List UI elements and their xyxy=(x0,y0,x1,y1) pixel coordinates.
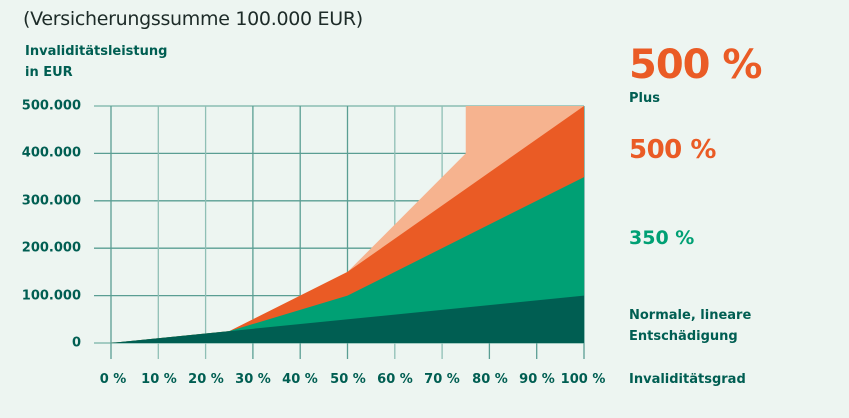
y-tick: 100.000 xyxy=(21,288,81,304)
y-tick: 400.000 xyxy=(21,145,81,161)
x-tick: 100 % xyxy=(560,372,606,387)
legend-linear-label: Normale, lineare Entschädigung xyxy=(629,308,752,344)
chart-subtitle: (Versicherungssumme 100.000 EUR) xyxy=(23,8,363,30)
y-tick: 500.000 xyxy=(21,98,81,114)
x-tick: 50 % xyxy=(330,372,366,387)
y-tick: 300.000 xyxy=(21,193,81,209)
y-tick: 0 xyxy=(71,335,81,351)
legend-500-plus-label: Plus xyxy=(629,91,660,106)
y-axis-label: Invaliditätsleistung in EUR xyxy=(25,44,168,80)
x-axis-label: Invaliditätsgrad xyxy=(629,372,746,387)
legend-500-value: 500 % xyxy=(629,135,716,165)
area-linear xyxy=(111,295,584,343)
legend-350-value: 350 % xyxy=(629,227,695,249)
x-tick: 60 % xyxy=(377,372,413,387)
x-tick: 10 % xyxy=(141,372,177,387)
x-tick: 20 % xyxy=(188,372,224,387)
x-tick: 0 % xyxy=(99,372,127,387)
y-tick: 200.000 xyxy=(21,240,81,256)
x-tick: 90 % xyxy=(519,372,555,387)
x-tick: 40 % xyxy=(282,372,318,387)
x-tick: 70 % xyxy=(424,372,460,387)
area-350 xyxy=(111,177,584,343)
x-tick: 80 % xyxy=(472,372,508,387)
legend-500-plus-value: 500 % xyxy=(629,42,762,88)
x-tick: 30 % xyxy=(235,372,271,387)
